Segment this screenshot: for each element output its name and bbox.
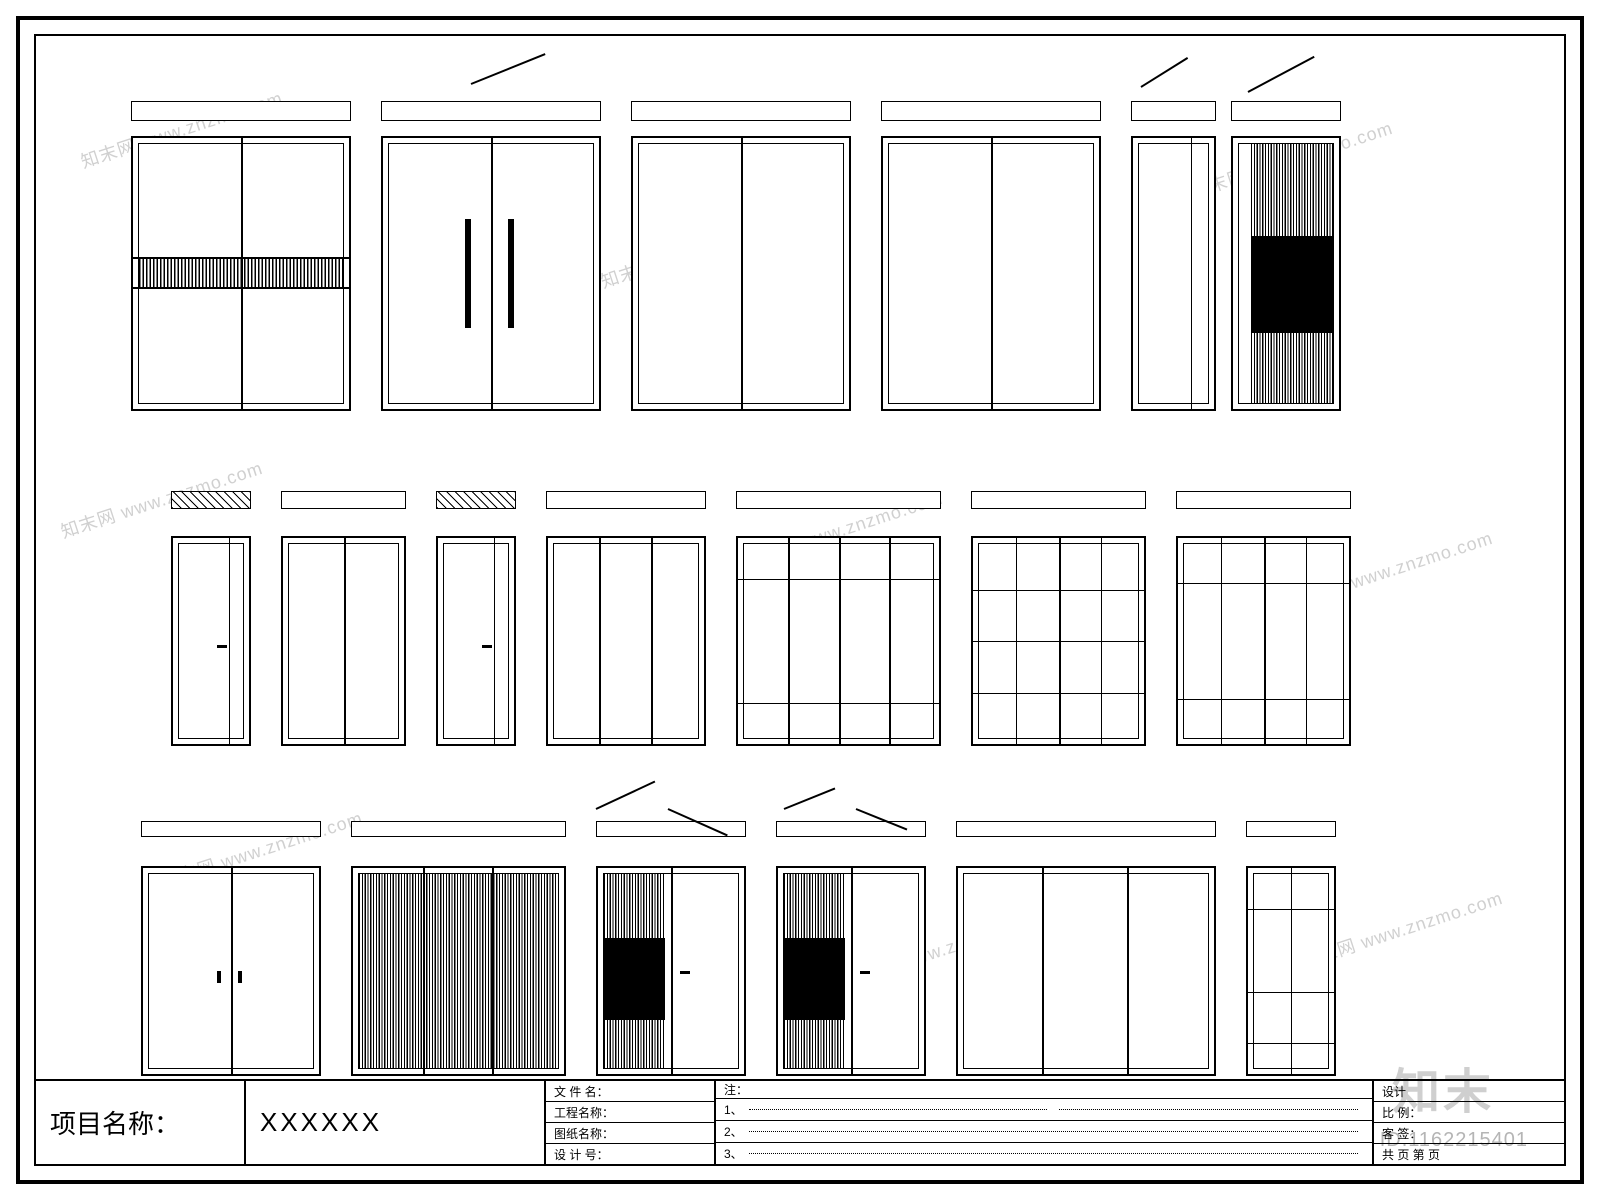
- door-two-panel: [281, 536, 406, 746]
- door-two-panel: [881, 136, 1101, 411]
- drawing-name-label: 图纸名称：: [546, 1123, 714, 1144]
- drawing-sheet: 知末网 www.znzmo.com 知末网 www.znzmo.com 知末网 …: [16, 16, 1584, 1184]
- drawing-content: 知末网 www.znzmo.com 知末网 www.znzmo.com 知末网 …: [36, 36, 1564, 1164]
- door-arm: [784, 787, 836, 809]
- track: [631, 101, 851, 121]
- door-two-panel-band: [131, 136, 351, 411]
- door-two-panel: [141, 866, 321, 1076]
- door-double-swing: [381, 136, 601, 411]
- door-three-panel-dense: [351, 866, 566, 1076]
- track: [956, 821, 1216, 837]
- track: [436, 491, 516, 509]
- door-single-narrow: [1131, 136, 1216, 411]
- project-value: XXXXXX: [246, 1081, 546, 1164]
- door-arm: [1140, 57, 1188, 88]
- r6: 共 页 第 页: [1374, 1144, 1564, 1164]
- note-2: 2、: [716, 1121, 1372, 1143]
- door-single: [436, 536, 516, 746]
- inner-frame: 知末网 www.znzmo.com 知末网 www.znzmo.com 知末网 …: [34, 34, 1566, 1166]
- door-grid: [1176, 536, 1351, 746]
- track: [1131, 101, 1216, 121]
- note-1: 1、: [716, 1099, 1372, 1121]
- door-arm: [471, 53, 546, 85]
- track: [546, 491, 706, 509]
- door-three-panel: [546, 536, 706, 746]
- track: [1176, 491, 1351, 509]
- track: [1231, 101, 1341, 121]
- note-3: 3、: [716, 1143, 1372, 1164]
- file-label: 文 件 名：: [546, 1081, 714, 1102]
- door-two-panel: [631, 136, 851, 411]
- door-two-panel-slat: [596, 866, 746, 1076]
- door-arm: [1248, 56, 1315, 93]
- door-arm: [596, 781, 656, 810]
- track: [351, 821, 566, 837]
- door-four-panel-grid: [736, 536, 941, 746]
- door-single-grid: [1246, 866, 1336, 1076]
- track: [171, 491, 251, 509]
- project-label: 项目名称：: [36, 1081, 246, 1164]
- track: [881, 101, 1101, 121]
- track: [141, 821, 321, 837]
- track: [1246, 821, 1336, 837]
- track: [281, 491, 406, 509]
- door-grid: [971, 536, 1146, 746]
- project-name-label: 工程名称：: [546, 1102, 714, 1123]
- track: [381, 101, 601, 121]
- design-no-label: 设 计 号：: [546, 1144, 714, 1164]
- r4: 比 例：: [1374, 1102, 1564, 1123]
- door-single-dark: [1231, 136, 1341, 411]
- title-block: 项目名称： XXXXXX 文 件 名： 工程名称： 图纸名称： 设 计 号： 注…: [36, 1079, 1564, 1164]
- r1: 设计: [1374, 1081, 1564, 1102]
- door-single: [171, 536, 251, 746]
- track: [971, 491, 1146, 509]
- door-three-panel: [956, 866, 1216, 1076]
- r5: 客 签：: [1374, 1123, 1564, 1144]
- door-two-panel-slat: [776, 866, 926, 1076]
- notes-label: 注：: [716, 1081, 1372, 1099]
- track: [131, 101, 351, 121]
- track: [736, 491, 941, 509]
